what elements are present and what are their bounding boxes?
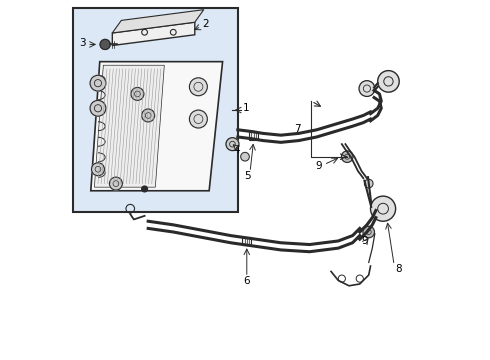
Polygon shape <box>91 62 222 191</box>
Circle shape <box>370 196 395 221</box>
Text: 6: 6 <box>244 276 250 286</box>
Text: 8: 8 <box>395 264 401 274</box>
Circle shape <box>100 40 110 49</box>
Circle shape <box>142 186 147 192</box>
Text: 9: 9 <box>316 161 322 171</box>
Text: 1: 1 <box>243 103 250 113</box>
Text: 9: 9 <box>361 236 368 246</box>
Circle shape <box>363 226 374 238</box>
Circle shape <box>131 87 144 100</box>
Polygon shape <box>112 22 195 45</box>
Circle shape <box>365 179 373 188</box>
Bar <box>249 132 258 140</box>
Polygon shape <box>95 65 164 187</box>
Circle shape <box>109 177 122 190</box>
Circle shape <box>359 81 375 96</box>
Circle shape <box>90 100 106 116</box>
Circle shape <box>92 163 104 176</box>
FancyBboxPatch shape <box>73 8 238 212</box>
Circle shape <box>378 71 399 92</box>
Text: 5: 5 <box>245 171 251 181</box>
Circle shape <box>190 78 207 96</box>
Text: 4: 4 <box>233 144 240 154</box>
Circle shape <box>342 151 353 162</box>
Circle shape <box>226 138 239 150</box>
Text: 3: 3 <box>79 38 86 48</box>
Circle shape <box>142 109 155 122</box>
Circle shape <box>190 110 207 128</box>
Circle shape <box>90 75 106 91</box>
Text: 7: 7 <box>294 124 301 134</box>
Circle shape <box>241 152 249 161</box>
Polygon shape <box>112 10 204 33</box>
Bar <box>243 237 251 245</box>
Text: 2: 2 <box>202 19 209 29</box>
